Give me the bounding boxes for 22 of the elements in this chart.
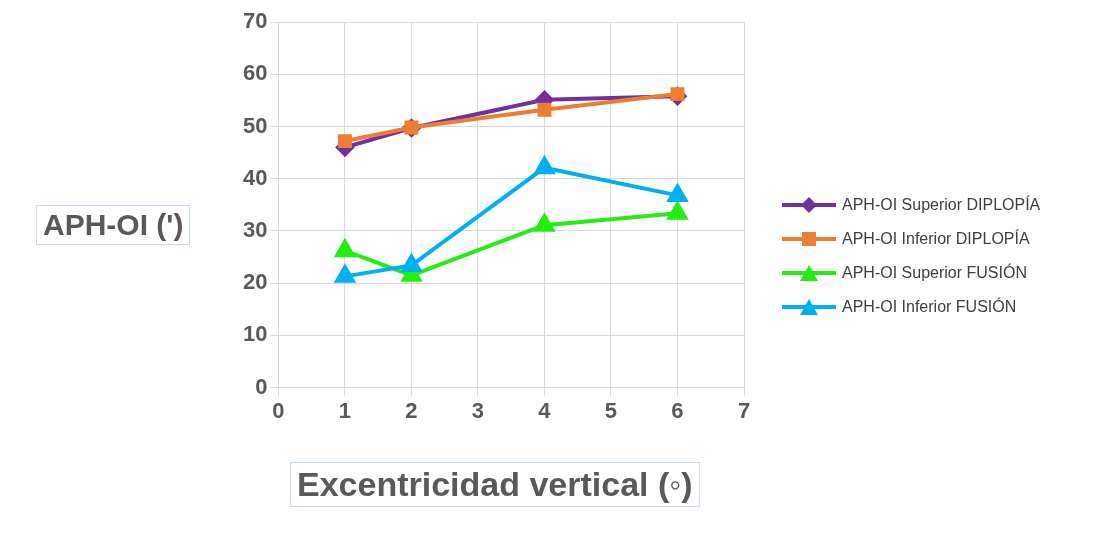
legend-label: APH-OI Superior DIPLOPÍA: [842, 196, 1041, 214]
x-tick-label: 1: [338, 397, 352, 423]
x-tick-label: 7: [737, 397, 751, 423]
x-tick-label: 4: [538, 397, 552, 423]
y-tick-label: 10: [242, 321, 268, 347]
x-tick-label: 5: [604, 397, 618, 423]
y-tick-label: 60: [242, 60, 268, 86]
y-axis-title: APH-OI ('): [36, 205, 191, 245]
y-tick-label: 40: [242, 164, 268, 190]
x-axis-title: Excentricidad vertical (◦): [290, 462, 700, 507]
legend-label: APH-OI Inferior DIPLOPÍA: [842, 230, 1030, 248]
x-tick-label: 6: [671, 397, 684, 423]
y-tick-label: 0: [255, 373, 268, 399]
y-tick-label: 70: [242, 8, 268, 34]
legend-label: APH-OI Superior FUSIÓN: [842, 264, 1027, 282]
y-tick-label: 50: [242, 112, 268, 138]
x-tick-label: 3: [471, 397, 485, 423]
legend-label: APH-OI Inferior FUSIÓN: [842, 298, 1017, 316]
y-tick-label: 30: [242, 216, 268, 242]
y-tick-label: 20: [242, 269, 268, 295]
x-tick-label: 2: [405, 397, 418, 423]
x-tick-label: 0: [272, 397, 285, 423]
